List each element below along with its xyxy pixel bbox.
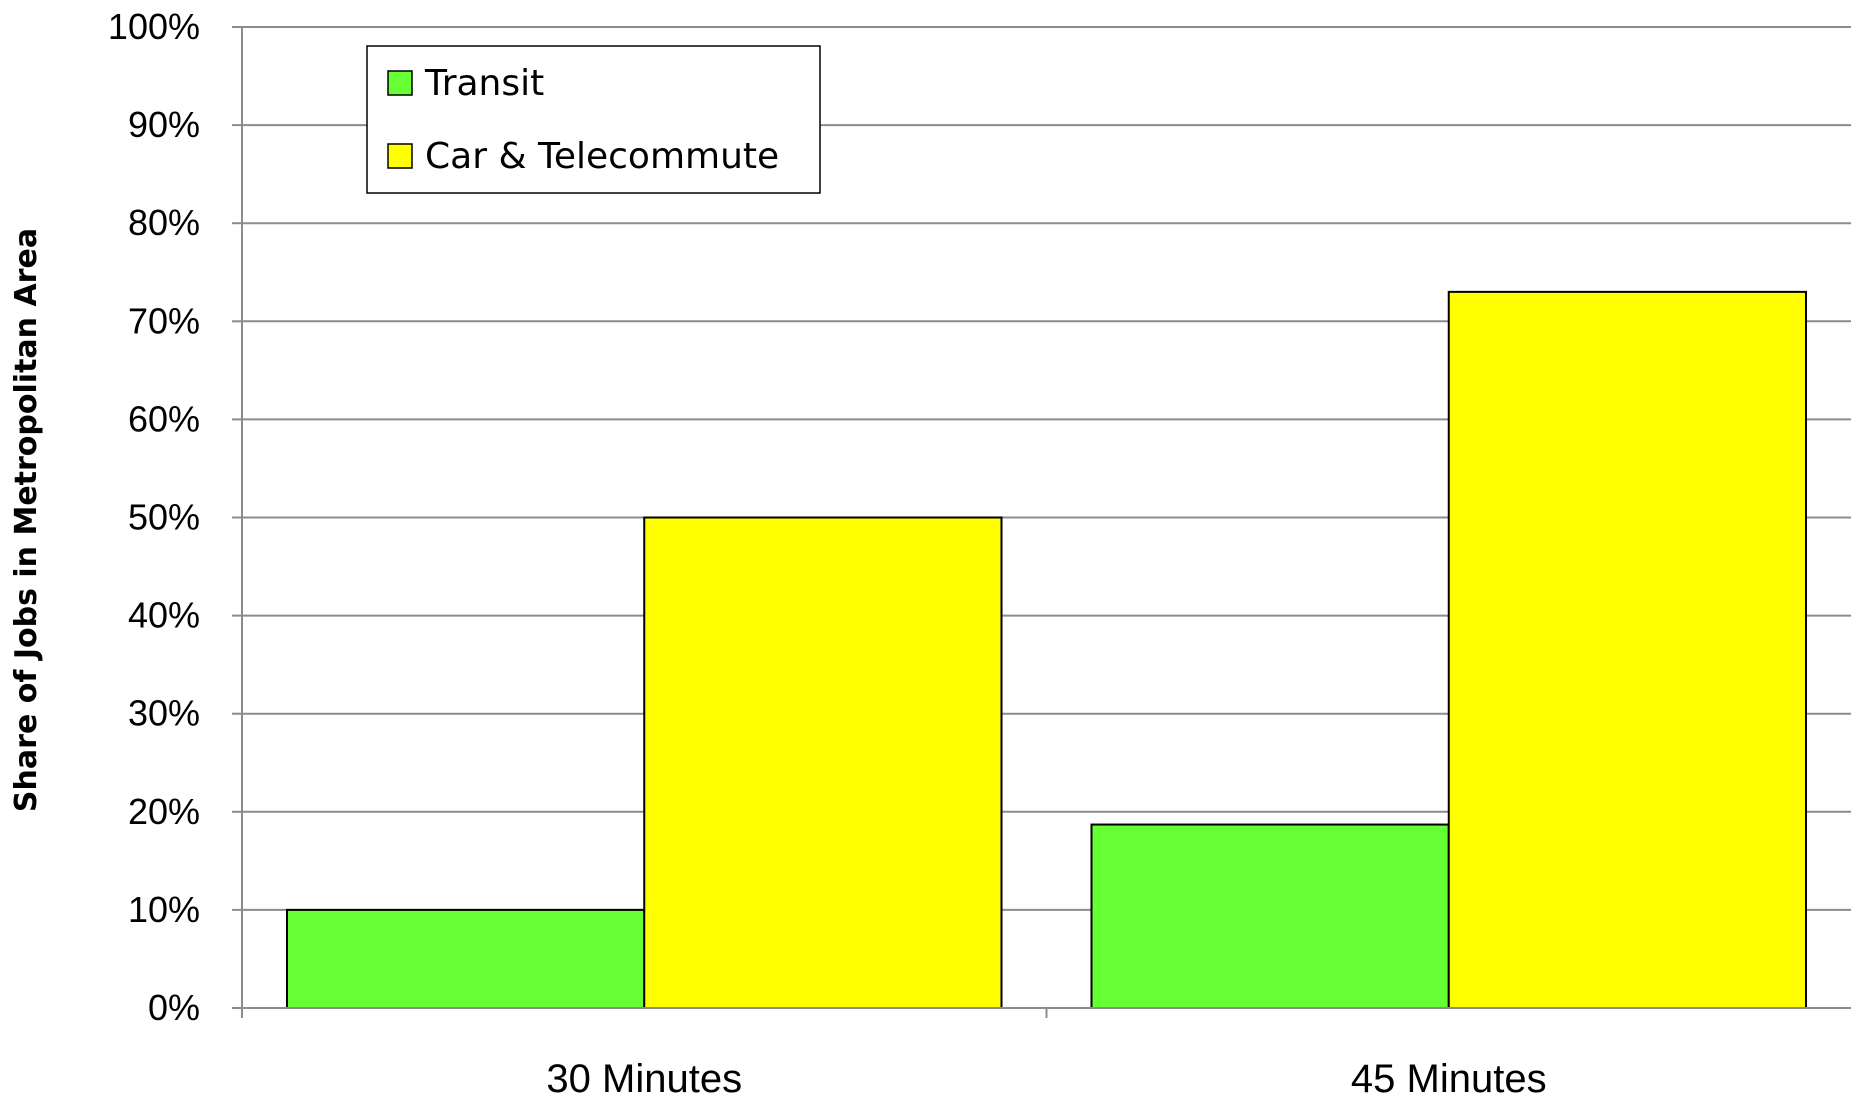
legend-label-car-telecommute: Car & Telecommute bbox=[425, 136, 779, 177]
y-tick-label: 10% bbox=[128, 889, 200, 930]
y-tick-label: 20% bbox=[128, 791, 200, 832]
y-tick-label: 40% bbox=[128, 595, 200, 636]
x-category-label: 30 Minutes bbox=[546, 1057, 742, 1100]
axes bbox=[241, 27, 1851, 1018]
y-tick-label: 60% bbox=[128, 398, 200, 439]
bars bbox=[286, 290, 1807, 1010]
bar-transit-45-minutes bbox=[1090, 823, 1450, 1009]
legend-label-transit: Transit bbox=[424, 63, 544, 104]
y-tick-labels: 0% 10% 20% 30% 40% 50% 60% 70% 80% 90% 100% bbox=[108, 6, 200, 1028]
bar-car-and-telecommute-30-minutes bbox=[643, 516, 1003, 1009]
legend-swatch-transit bbox=[387, 70, 413, 96]
y-tick-label: 90% bbox=[128, 104, 200, 145]
y-tick-label: 30% bbox=[128, 693, 200, 734]
legend: Transit Car & Telecommute bbox=[366, 45, 821, 194]
legend-box bbox=[366, 45, 821, 194]
legend-swatch-car-telecommute bbox=[387, 143, 413, 169]
y-axis-title: Share of Jobs in Metropolitan Area bbox=[9, 228, 44, 812]
y-tick-label: 80% bbox=[128, 202, 200, 243]
x-category-labels: 30 Minutes 45 Minutes bbox=[546, 1057, 1546, 1100]
bar-car-and-telecommute-45-minutes bbox=[1447, 290, 1807, 1009]
y-tick-label: 70% bbox=[128, 300, 200, 341]
bar-transit-30-minutes bbox=[286, 908, 646, 1010]
y-tick-label: 50% bbox=[128, 497, 200, 538]
x-category-label: 45 Minutes bbox=[1351, 1057, 1547, 1100]
y-tick-label: 0% bbox=[148, 987, 200, 1028]
y-tick-label: 100% bbox=[108, 6, 200, 47]
